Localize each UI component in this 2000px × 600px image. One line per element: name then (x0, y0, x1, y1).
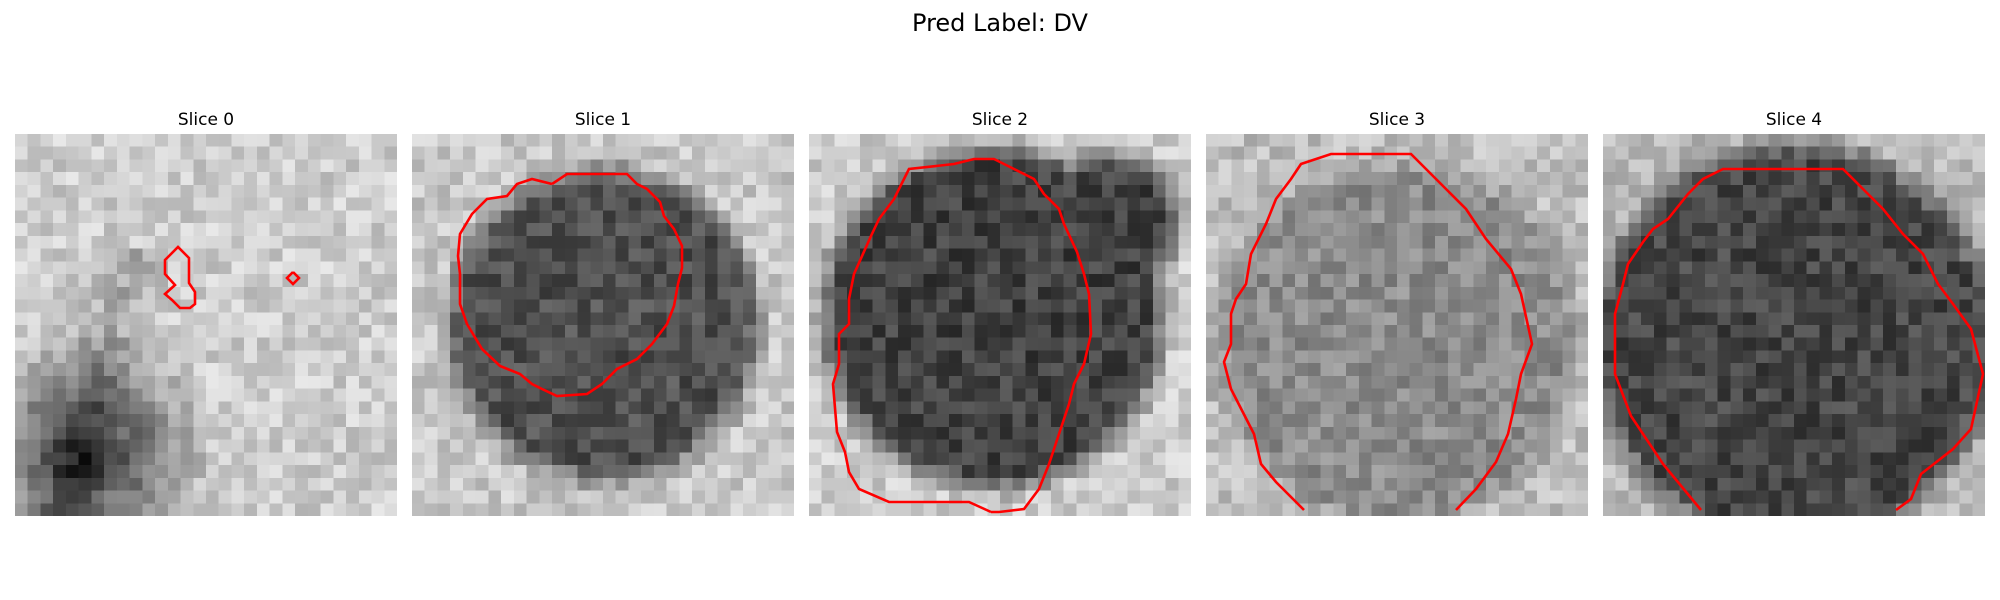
slice-panel-1: Slice 1 (412, 108, 794, 516)
mask-contour-0a (163, 245, 197, 310)
mask-contour-2 (831, 157, 1093, 514)
figure-suptitle: Pred Label: DV (912, 9, 1088, 37)
slice-image-0 (15, 134, 397, 516)
slice-panel-4: Slice 4 (1603, 108, 1985, 516)
mask-contour-3 (1222, 152, 1534, 511)
slice-image-4 (1603, 134, 1985, 516)
slice-overlay-0 (163, 245, 301, 310)
slice-image-1 (412, 134, 794, 516)
slice-panel-2: Slice 2 (809, 108, 1191, 516)
slice-title-1: Slice 1 (574, 110, 632, 130)
mask-contour-1 (456, 172, 684, 398)
slice-overlay-1 (456, 172, 684, 398)
slice-overlay-3 (1222, 152, 1534, 511)
slice-title-3: Slice 3 (1368, 110, 1426, 130)
mask-contour-4 (1613, 167, 1985, 512)
mask-contour-0b (285, 271, 301, 286)
slice-panel-3: Slice 3 (1206, 108, 1588, 516)
slice-title-2: Slice 2 (971, 110, 1029, 130)
slice-panel-0: Slice 0 (15, 108, 397, 516)
slice-title-0: Slice 0 (177, 110, 235, 130)
slice-title-4: Slice 4 (1765, 110, 1823, 130)
slice-image-3 (1206, 134, 1588, 516)
slice-overlay-2 (831, 157, 1093, 514)
slice-overlay-4 (1613, 167, 1985, 512)
slice-image-2 (809, 134, 1191, 516)
